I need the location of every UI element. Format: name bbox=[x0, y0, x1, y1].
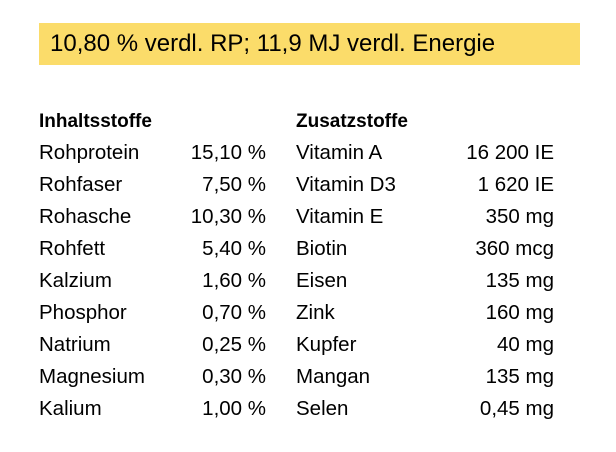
ingredients-section: Inhaltsstoffe Rohprotein 15,10 % Rohfaser 7… bbox=[39, 107, 266, 425]
ingredients-row: Kalium 1,00 % bbox=[39, 393, 266, 425]
additives-row: Eisen 135 mg bbox=[296, 265, 554, 297]
additives-name: Zink bbox=[296, 301, 335, 324]
additives-value: 135 mg bbox=[485, 365, 554, 388]
ingredients-value: 1,60 % bbox=[202, 269, 266, 292]
ingredients-name: Phosphor bbox=[39, 301, 127, 324]
additives-value: 16 200 IE bbox=[466, 141, 554, 164]
ingredients-value: 7,50 % bbox=[202, 173, 266, 196]
additives-name: Biotin bbox=[296, 237, 348, 260]
ingredients-value: 1,00 % bbox=[202, 397, 266, 420]
additives-row: Mangan 135 mg bbox=[296, 361, 554, 393]
additives-row: Vitamin E 350 mg bbox=[296, 201, 554, 233]
additives-value: 350 mg bbox=[485, 205, 554, 228]
ingredients-value: 0,70 % bbox=[202, 301, 266, 324]
ingredients-row: Rohfett 5,40 % bbox=[39, 233, 266, 265]
energy-banner: 10,80 % verdl. RP; 11,9 MJ verdl. Energi… bbox=[39, 23, 580, 65]
ingredients-name: Natrium bbox=[39, 333, 111, 356]
additives-name: Eisen bbox=[296, 269, 348, 292]
additives-value: 360 mcg bbox=[475, 237, 554, 260]
additives-name: Kupfer bbox=[296, 333, 357, 356]
additives-row: Zink 160 mg bbox=[296, 297, 554, 329]
additives-value: 40 mg bbox=[497, 333, 554, 356]
ingredients-row: Kalzium 1,60 % bbox=[39, 265, 266, 297]
ingredients-name: Kalium bbox=[39, 397, 102, 420]
ingredients-name: Rohfett bbox=[39, 237, 106, 260]
additives-name: Vitamin D3 bbox=[296, 173, 396, 196]
additives-name: Mangan bbox=[296, 365, 371, 388]
additives-row: Selen 0,45 mg bbox=[296, 393, 554, 425]
ingredients-row: Natrium 0,25 % bbox=[39, 329, 266, 361]
ingredients-name: Rohfaser bbox=[39, 173, 123, 196]
ingredients-row: Rohfaser 7,50 % bbox=[39, 169, 266, 201]
ingredients-row: Rohprotein 15,10 % bbox=[39, 137, 266, 169]
additives-list: Vitamin A 16 200 IE Vitamin D3 1 620 IE Vita… bbox=[296, 137, 554, 425]
ingredients-value: 0,30 % bbox=[202, 365, 266, 388]
ingredients-row: Magnesium 0,30 % bbox=[39, 361, 266, 393]
ingredients-row: Rohasche 10,30 % bbox=[39, 201, 266, 233]
ingredients-name: Kalzium bbox=[39, 269, 112, 292]
ingredients-value: 15,10 % bbox=[190, 141, 266, 164]
additives-name: Vitamin A bbox=[296, 141, 383, 164]
additives-name: Selen bbox=[296, 397, 349, 420]
additives-row: Vitamin A 16 200 IE bbox=[296, 137, 554, 169]
additives-section: Zusatzstoffe Vitamin A 16 200 IE Vitamin D… bbox=[296, 107, 554, 425]
ingredients-name: Rohasche bbox=[39, 205, 132, 228]
energy-banner-text: 10,80 % verdl. RP; 11,9 MJ verdl. Energi… bbox=[50, 30, 496, 57]
ingredients-list: Rohprotein 15,10 % Rohfaser 7,50 % Rohasche 1… bbox=[39, 137, 266, 425]
additives-value: 1 620 IE bbox=[477, 173, 554, 196]
additives-value: 160 mg bbox=[485, 301, 554, 324]
ingredients-name: Rohprotein bbox=[39, 141, 140, 164]
additives-name: Vitamin E bbox=[296, 205, 384, 228]
additives-row: Vitamin D3 1 620 IE bbox=[296, 169, 554, 201]
ingredients-row: Phosphor 0,70 % bbox=[39, 297, 266, 329]
additives-heading: Zusatzstoffe bbox=[296, 111, 408, 132]
ingredients-name: Magnesium bbox=[39, 365, 145, 388]
additives-row: Biotin 360 mcg bbox=[296, 233, 554, 265]
ingredients-value: 0,25 % bbox=[202, 333, 266, 356]
additives-row: Kupfer 40 mg bbox=[296, 329, 554, 361]
ingredients-value: 10,30 % bbox=[190, 205, 266, 228]
additives-value: 135 mg bbox=[485, 269, 554, 292]
ingredients-value: 5,40 % bbox=[202, 237, 266, 260]
ingredients-heading: Inhaltsstoffe bbox=[39, 111, 152, 132]
additives-value: 0,45 mg bbox=[479, 397, 554, 420]
